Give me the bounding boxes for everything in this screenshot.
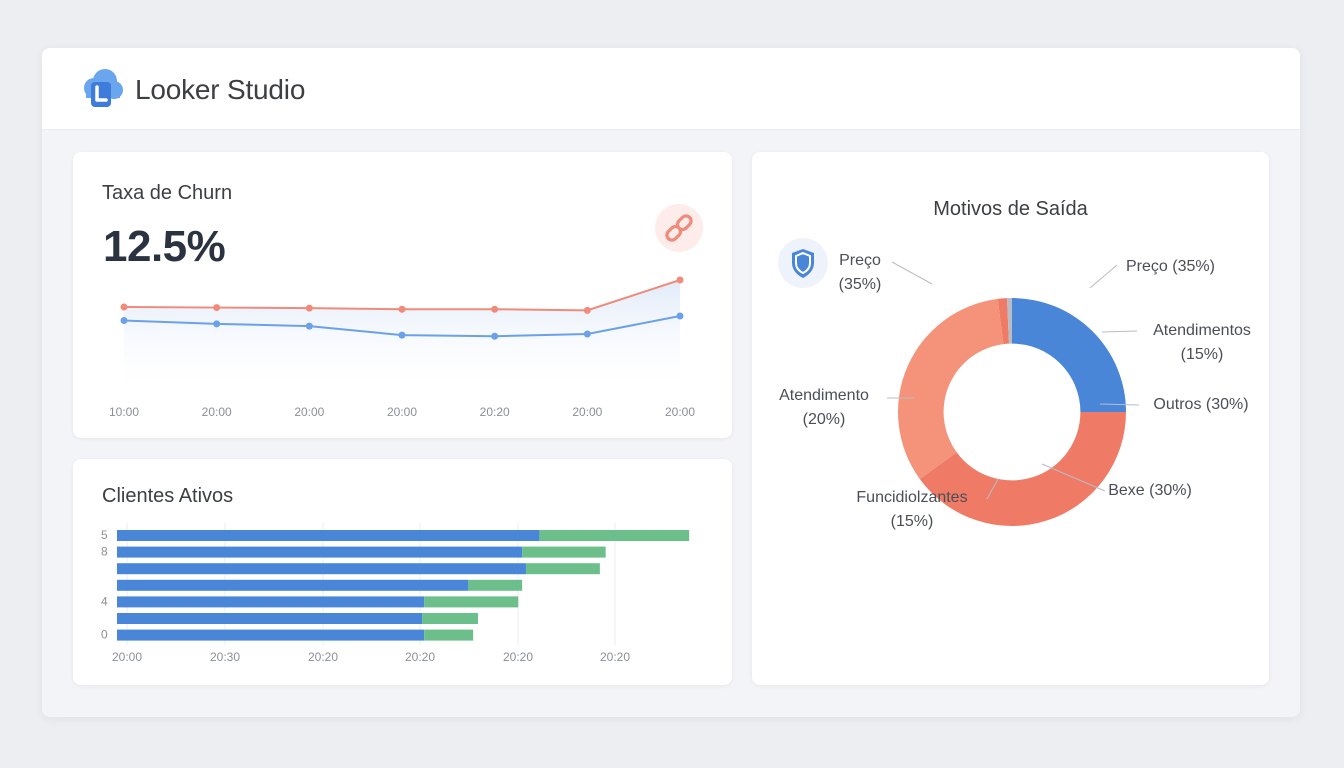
churn-x-tick: 20:00 (202, 405, 232, 419)
app-header: Looker Studio (42, 48, 1300, 130)
churn-point[interactable] (676, 312, 684, 320)
clients-y-tick: 8 (101, 545, 108, 559)
churn-x-tick: 20:00 (665, 405, 695, 419)
churn-point[interactable] (676, 276, 684, 284)
donut-slice[interactable] (898, 298, 1004, 480)
clients-bar-segment[interactable] (117, 629, 425, 641)
clients-y-tick: 5 (101, 528, 108, 542)
link-badge[interactable] (655, 204, 703, 252)
churn-point[interactable] (398, 305, 406, 313)
donut-label: Atendimento (20%) (779, 387, 869, 428)
churn-x-tick: 20:00 (572, 405, 602, 419)
looker-studio-logo-icon[interactable] (80, 68, 126, 110)
clients-y-tick: 4 (101, 594, 108, 608)
churn-line-chart: 10:00 20:00 20:00 20:00 20:20 20:00 20:00 (109, 276, 695, 419)
donut-label-connector (891, 261, 933, 285)
donut-label-connector (1089, 264, 1118, 289)
churn-point[interactable] (491, 332, 499, 340)
donut-slice[interactable] (1012, 298, 1126, 412)
donut-slice[interactable] (1006, 298, 1012, 344)
churn-point[interactable] (305, 304, 313, 312)
churn-point[interactable] (398, 331, 406, 339)
clients-bar-segment[interactable] (468, 579, 523, 591)
clients-bar-segment[interactable] (422, 613, 478, 624)
clients-bar-segment[interactable] (117, 530, 540, 541)
donut-label: Outros (30%) (1153, 396, 1248, 413)
churn-kpi-value: 12.5% (103, 222, 226, 271)
churn-point[interactable] (213, 320, 221, 328)
clients-bar-segment[interactable] (117, 579, 469, 591)
churn-point[interactable] (120, 317, 128, 324)
donut-label: Preço (35%) (839, 252, 882, 293)
clients-bar-segment[interactable] (525, 563, 600, 575)
churn-card: Taxa de Churn 12.5% 10:00 20:00 20:00 20:00… (73, 152, 732, 438)
clients-bar-segment[interactable] (117, 546, 523, 558)
clients-x-tick: 20:00 (112, 650, 142, 664)
clients-bar-chart: 5 8 4 0 20:00 20:30 20:20 20:20 20:20 20:20 (101, 523, 690, 664)
clients-x-tick: 20:20 (308, 650, 338, 664)
clients-x-tick: 20:30 (210, 650, 240, 664)
churn-card-title: Taxa de Churn (102, 182, 233, 204)
donut-label: Atendimentos (15%) (1153, 322, 1251, 363)
churn-point[interactable] (305, 322, 313, 330)
clients-bar-segment[interactable] (522, 546, 606, 558)
churn-x-tick: 20:00 (387, 405, 417, 419)
shield-icon (792, 249, 814, 278)
shield-badge[interactable] (778, 238, 828, 288)
dashboard-frame: Looker Studio Taxa de Churn 12.5% 10:00 2… (42, 48, 1300, 717)
churn-x-tick: 20:20 (480, 405, 510, 419)
clients-x-tick: 20:20 (405, 650, 435, 664)
donut-label: Funcidiolzantes (15%) (856, 489, 967, 530)
churn-point[interactable] (583, 330, 591, 338)
churn-x-tick: 20:00 (294, 405, 324, 419)
churn-point[interactable] (583, 306, 591, 314)
clients-bar-segment[interactable] (539, 530, 690, 541)
clients-bar-segment[interactable] (117, 563, 526, 575)
donut-label: Bexe (30%) (1108, 482, 1192, 499)
reasons-card: Motivos de Saída Preço (35%) Preço (35%) At… (752, 152, 1269, 685)
clients-x-tick: 20:20 (503, 650, 533, 664)
churn-point[interactable] (491, 305, 499, 313)
donut-label-connector (1101, 330, 1138, 333)
clients-x-tick: 20:20 (600, 650, 630, 664)
donut-label-connector (1099, 403, 1140, 406)
clients-bar-segment[interactable] (424, 596, 519, 608)
clients-bar-segment[interactable] (424, 629, 474, 641)
reasons-donut-chart: Preço (35%) Preço (35%) Atendimentos (15%) At… (779, 252, 1251, 530)
link-icon (665, 214, 693, 242)
donut-label-connector (1041, 463, 1106, 492)
clients-card-title: Clientes Ativos (102, 485, 234, 507)
app-title: Looker Studio (135, 74, 306, 105)
donut-slice[interactable] (997, 298, 1009, 345)
churn-point[interactable] (120, 303, 128, 311)
donut-label: Preço (35%) (1126, 258, 1215, 275)
churn-point[interactable] (213, 304, 221, 312)
reasons-card-title: Motivos de Saída (933, 198, 1088, 220)
clients-bar-segment[interactable] (117, 613, 423, 624)
clients-y-tick: 0 (101, 628, 108, 642)
donut-label-connector (986, 478, 999, 500)
donut-slice[interactable] (919, 412, 1126, 526)
clients-card: Clientes Ativos 5 8 4 0 20:00 20:30 20:20 20:20… (73, 459, 732, 685)
churn-x-tick: 10:00 (109, 405, 139, 419)
clients-bar-segment[interactable] (117, 596, 425, 608)
